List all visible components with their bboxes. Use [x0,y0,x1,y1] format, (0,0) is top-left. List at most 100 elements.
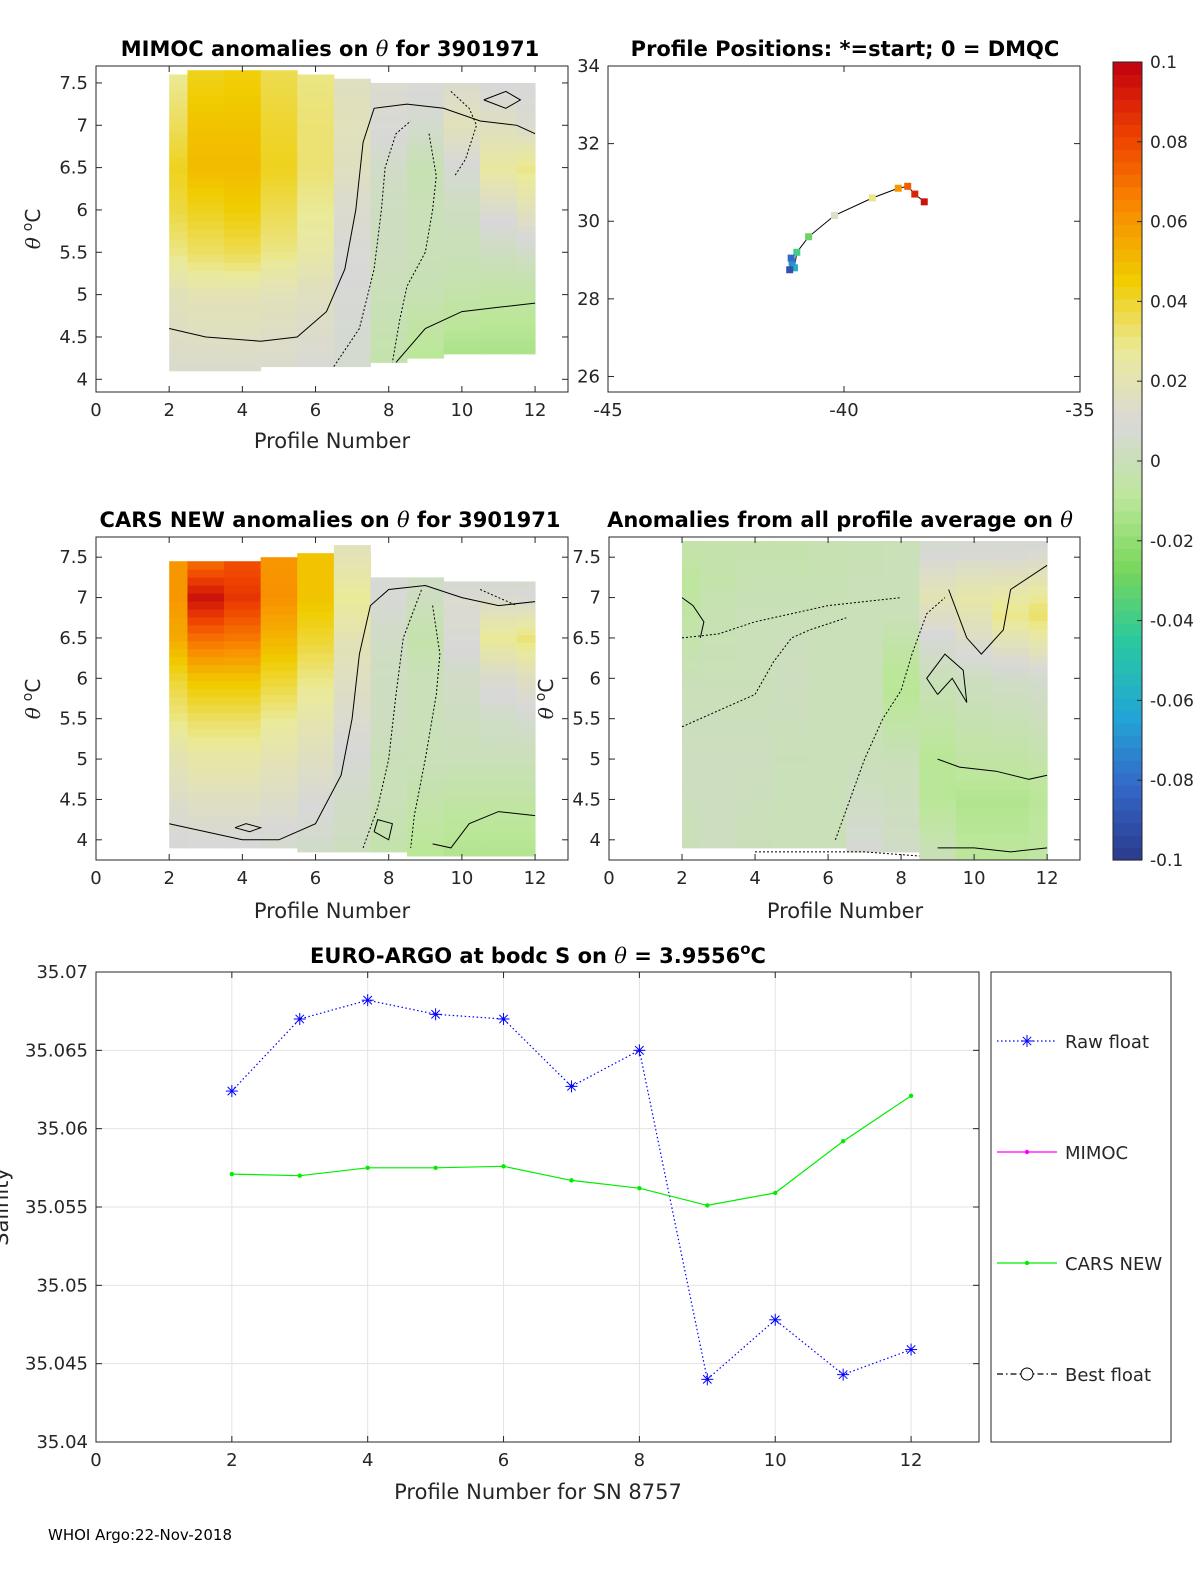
heatmap-cell [224,728,262,737]
contour-line [948,564,1048,655]
heatmap-cell [846,653,884,663]
heatmap-cell [992,718,1030,728]
heatmap-cell [407,654,445,663]
heatmap-cell [333,545,371,555]
heatmap-cell [370,607,408,617]
heatmap-cell [919,638,957,648]
heatmap-cell [370,253,408,262]
heatmap-cell [809,566,847,576]
heatmap-cell [187,593,225,602]
heatmap-cell [773,541,811,551]
allavg-axes: 0 2 4 6 8 10 12 4 4.5 5 5.5 6 6.5 7 7.5 Anomalies from … [533,508,1081,923]
heatmap-cell [187,153,225,163]
heatmap-cell [846,774,884,784]
heatmap-cell [809,694,847,704]
heatmap-cell [169,272,188,281]
heatmap-cell [224,78,262,88]
heatmap-cell [992,735,1030,746]
heatmap-cell [480,82,518,91]
heatmap-cell [736,617,774,627]
heatmap-cell [773,677,811,687]
heatmap-cell [955,638,993,648]
heatmap-cell [169,760,188,769]
heatmap-cell [480,346,518,355]
cars-new-marker [501,1164,506,1169]
heatmap-cell [480,135,518,144]
heatmap-cell [169,816,188,825]
heatmap-cell [224,86,262,96]
heatmap-cell [260,152,298,162]
heatmap-cell [955,771,993,781]
heatmap-cell [333,792,371,802]
heatmap-cell [480,331,518,340]
heatmap-cell [919,558,957,569]
heatmap-cell [224,569,262,578]
heatmap-cell [516,97,536,107]
heatmap-cell [480,833,518,842]
axes-box [95,65,569,393]
heatmap-cell [480,240,518,250]
contour-line [937,847,1048,853]
heatmap-cell [333,630,371,640]
x-tick-label: 2 [226,1450,237,1471]
y-tick-label: 5 [77,749,88,770]
heatmap-cell [443,210,481,219]
heatmap-cell [682,796,701,806]
heatmap-cell [333,262,371,272]
x-tick-label: 0 [90,868,101,889]
heatmap-cell [882,644,920,654]
heatmap-cell [846,791,884,801]
heatmap-cell [992,576,1030,586]
heatmap-cell [443,240,481,250]
heatmap-cell [169,672,188,682]
heatmap-cell [169,736,188,745]
heatmap-cell [443,779,481,788]
heatmap-cell [407,266,445,275]
heatmap-cell [224,70,262,80]
heatmap-cell [955,806,993,817]
colorbar-tick-label: -0.08 [1150,771,1194,791]
heatmap-cell [773,762,811,772]
legend-box [990,971,1172,1443]
heatmap-cell [682,762,701,772]
heatmap-cell [1028,789,1048,799]
heatmap-cell [443,323,481,332]
heatmap-cell [1028,541,1048,551]
heatmap-cell [260,831,298,841]
heatmap-cell [882,705,920,715]
heatmap-cell [516,688,536,697]
heatmap-cell [919,780,957,790]
heatmap-cell [260,565,298,574]
heatmap-cell [516,323,536,332]
colorbar-segment [1113,461,1142,475]
y-tick-label: 6.5 [572,628,601,649]
heatmap-cell [187,170,225,180]
y-axis-label-unit: C [534,679,558,693]
heatmap-cell [187,688,225,698]
heatmap-cell [736,609,774,619]
heatmap-cell [773,805,811,815]
heatmap-cell [480,817,518,826]
heatmap-cell [480,672,518,682]
heatmap-cell [443,764,481,773]
colorbar-segment [1113,448,1142,462]
heatmap-cell [443,756,481,765]
heatmap-cell [260,177,298,186]
heatmap-cell [370,245,408,255]
y-axis-label: θoC [533,679,558,720]
heatmap-cell [370,630,408,639]
y-tick-label: 4 [77,369,88,390]
heatmap-cell [516,680,536,689]
heatmap-cell [443,672,481,682]
heatmap-cell [773,788,811,798]
heatmap-cell [187,145,225,155]
heatmap-cell [882,618,920,628]
heatmap-cell [407,639,445,648]
mimoc-title-text: for 3901971 [388,37,539,61]
heatmap-cell [169,99,188,108]
cars-new-marker [637,1186,642,1191]
heatmap-cell [736,839,774,849]
heatmap-cell [370,106,408,115]
heatmap-cell [260,94,298,104]
heatmap-cell [443,316,481,325]
